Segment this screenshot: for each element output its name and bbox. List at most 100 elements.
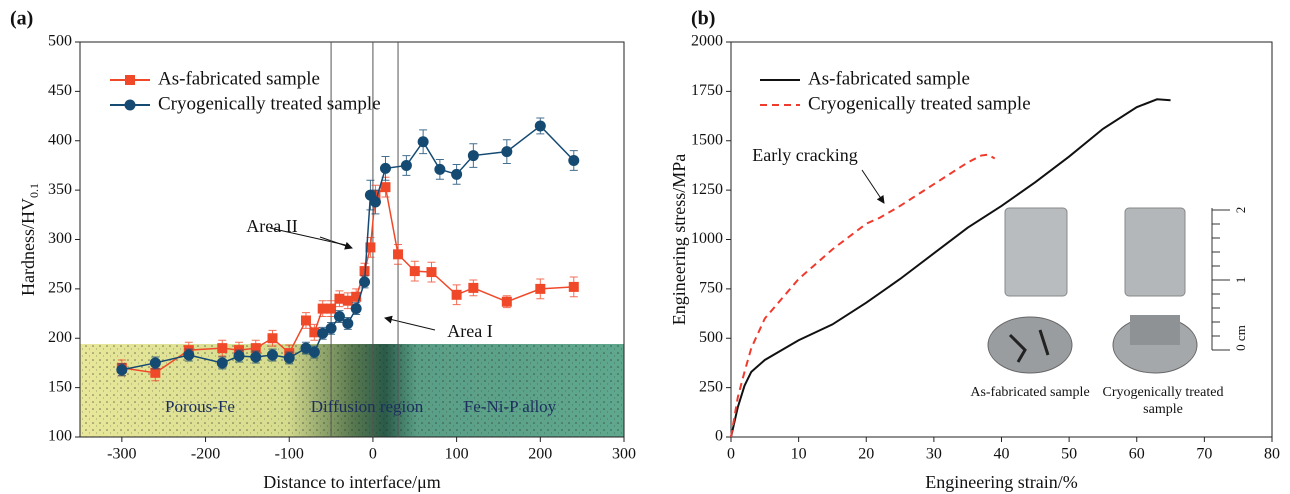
series-line: [730, 153, 996, 438]
x-tick-label: 70: [1196, 446, 1212, 463]
point: [216, 357, 228, 369]
point: [116, 364, 128, 376]
scale-label: 0 cm: [1233, 325, 1248, 351]
x-tick-label: 100: [445, 446, 469, 463]
x-tick-label: 200: [528, 446, 552, 463]
point: [369, 196, 381, 208]
y-tick-label: 2000: [691, 33, 723, 50]
y-tick-label: 100: [48, 428, 72, 445]
point: [426, 267, 437, 278]
annotation: Diffusion region: [311, 397, 424, 416]
y-tick-label: 400: [48, 131, 72, 148]
point: [326, 303, 337, 314]
arrow: [861, 169, 885, 204]
legend-label: As-fabricated sample: [158, 68, 320, 89]
inset-label: sample: [1143, 402, 1183, 417]
point: [451, 289, 462, 300]
point: [534, 120, 546, 132]
y-tick-label: 250: [48, 280, 72, 297]
point: [568, 155, 580, 166]
scale-label: 2: [1233, 207, 1248, 214]
point: [250, 343, 261, 354]
point: [334, 293, 345, 304]
x-tick-label: -300: [107, 446, 136, 463]
y-axis-label: Hardness/HV0.1: [18, 183, 41, 296]
point: [365, 242, 376, 253]
point: [317, 327, 329, 339]
inset-label: Cryogenically treated: [1103, 385, 1224, 400]
annotation: Fe-Ni-P alloy: [464, 397, 557, 416]
point: [267, 333, 278, 344]
y-tick-label: 300: [48, 230, 72, 247]
point: [342, 295, 353, 306]
point: [309, 327, 320, 338]
point: [359, 276, 371, 288]
legend-marker: [124, 99, 136, 111]
point: [217, 343, 228, 354]
inset-photo: [987, 207, 1230, 374]
panel-label: (b): [691, 8, 715, 30]
y-tick-label: 1500: [691, 131, 723, 148]
point: [409, 266, 420, 277]
point: [393, 249, 404, 260]
series-line: [730, 98, 1171, 438]
y-tick-label: 250: [699, 378, 723, 395]
point: [300, 315, 311, 326]
x-tick-label: 0: [369, 446, 377, 463]
point: [233, 350, 245, 362]
arrow: [384, 315, 436, 331]
y-axis-label-main: Hardness/HV: [18, 198, 38, 296]
x-tick-label: 0: [727, 446, 735, 463]
legend-label: As-fabricated sample: [808, 68, 970, 89]
y-tick-label: 1750: [691, 82, 723, 99]
arrow: [319, 236, 353, 250]
inset-label: As-fabricated sample: [970, 385, 1089, 400]
point: [501, 146, 513, 158]
y-axis-label: Engineering stress/MPa: [669, 154, 689, 325]
y-tick-label: 500: [699, 329, 723, 346]
x-tick-label: -200: [191, 446, 220, 463]
annotation: Early cracking: [752, 145, 857, 165]
annotation: Area II: [246, 216, 297, 236]
annotation: Area I: [447, 321, 492, 341]
point: [308, 346, 320, 358]
point: [379, 162, 391, 174]
x-tick-label: 30: [926, 446, 942, 463]
point: [501, 296, 512, 307]
x-tick-label: 20: [858, 446, 874, 463]
y-axis-label-main: Engineering stress/MPa: [669, 154, 689, 325]
point: [535, 283, 546, 294]
x-axis-label: Distance to interface/μm: [263, 472, 441, 492]
zone-texture: [80, 344, 624, 437]
point: [266, 349, 278, 361]
x-tick-label: 10: [791, 446, 807, 463]
point: [451, 168, 463, 180]
point: [568, 281, 579, 292]
y-tick-label: 150: [48, 378, 72, 395]
point: [468, 282, 479, 293]
y-tick-label: 1000: [691, 230, 723, 247]
legend-label: Cryogenically treated sample: [158, 93, 381, 114]
y-tick-label: 500: [48, 33, 72, 50]
point: [434, 163, 446, 175]
point: [150, 367, 161, 378]
point: [333, 311, 345, 323]
legend-label: Cryogenically treated sample: [808, 93, 1031, 114]
x-tick-label: 60: [1129, 446, 1145, 463]
y-tick-label: 0: [715, 428, 723, 445]
y-tick-label: 450: [48, 82, 72, 99]
scale-label: 1: [1233, 277, 1248, 284]
y-tick-label: 350: [48, 181, 72, 198]
point: [183, 349, 195, 361]
point: [149, 357, 161, 369]
point: [350, 303, 362, 315]
point: [250, 351, 262, 363]
point: [400, 159, 412, 171]
x-tick-label: 50: [1061, 446, 1077, 463]
annotation: Porous-Fe: [165, 397, 235, 416]
x-tick-label: 40: [994, 446, 1010, 463]
point: [342, 317, 354, 329]
point: [417, 136, 429, 148]
